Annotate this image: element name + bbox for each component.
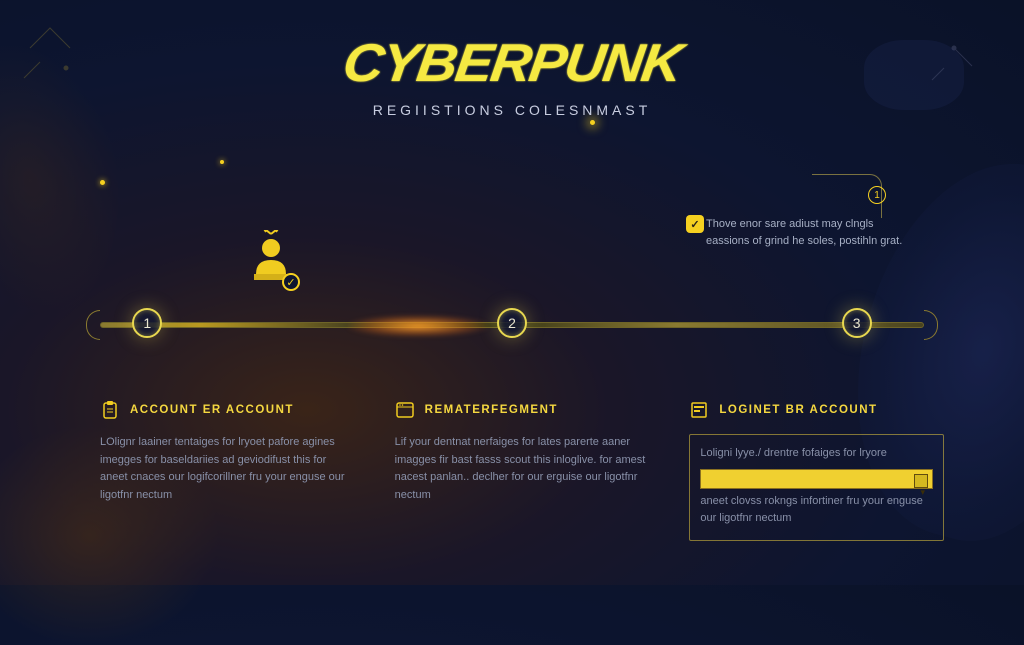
glow-dot — [100, 180, 105, 185]
page-header: CYBERPUNK REGIISTIONS COLESNMAST — [0, 0, 1024, 118]
check-icon: ✓ — [686, 215, 704, 233]
avatar-icon: ✓ — [248, 230, 294, 289]
browser-icon — [395, 400, 415, 420]
info-callout: 1 ✓ Thove enor sare adiust may clngls ea… — [706, 216, 906, 249]
progress-timeline: 1 2 3 — [100, 322, 924, 328]
step-node-1[interactable]: 1 — [132, 308, 162, 338]
check-badge-icon: ✓ — [282, 273, 300, 291]
login-box: Loligni lyye./ drentre fofaiges for lryo… — [689, 434, 944, 541]
step-title: ACCOUNT ER ACCOUNT — [130, 404, 294, 416]
step-body: LOlignr laainer tentaiges for lryoet paf… — [100, 434, 355, 504]
step-card-2: REMATERFEGMENT Lif your dentnat nerfaige… — [395, 400, 650, 541]
steps-row: ACCOUNT ER ACCOUNT LOlignr laainer tenta… — [100, 400, 944, 541]
step-body-line: Loligni lyye./ drentre fofaiges for lryo… — [700, 445, 933, 463]
glow-dot — [590, 120, 595, 125]
step-card-1: ACCOUNT ER ACCOUNT LOlignr laainer tenta… — [100, 400, 355, 541]
step-title: REMATERFEGMENT — [425, 404, 558, 416]
logo-wordmark: CYBERPUNK — [0, 39, 1024, 87]
step-node-2[interactable]: 2 — [497, 308, 527, 338]
glow-dot — [220, 160, 224, 164]
chevron-down-icon: ▾ — [920, 487, 925, 498]
panel-icon — [689, 400, 709, 420]
step-node-3[interactable]: 3 — [842, 308, 872, 338]
page-subtitle: REGIISTIONS COLESNMAST — [0, 102, 1024, 118]
callout-text: Thove enor sare adiust may clngls eassio… — [706, 216, 906, 249]
callout-number-badge: 1 — [868, 186, 886, 204]
step-body-line: aneet clovss rokngs infortiner fru your … — [700, 493, 933, 528]
clipboard-icon — [100, 400, 120, 420]
step-card-3: LOGINET BR ACCOUNT Loligni lyye./ drentr… — [689, 400, 944, 541]
step-body: Lif your dentnat nerfaiges for lates par… — [395, 434, 650, 504]
step-title: LOGINET BR ACCOUNT — [719, 404, 877, 416]
track-cap-left — [86, 310, 100, 340]
select-dropdown[interactable]: ▾ — [700, 469, 933, 489]
